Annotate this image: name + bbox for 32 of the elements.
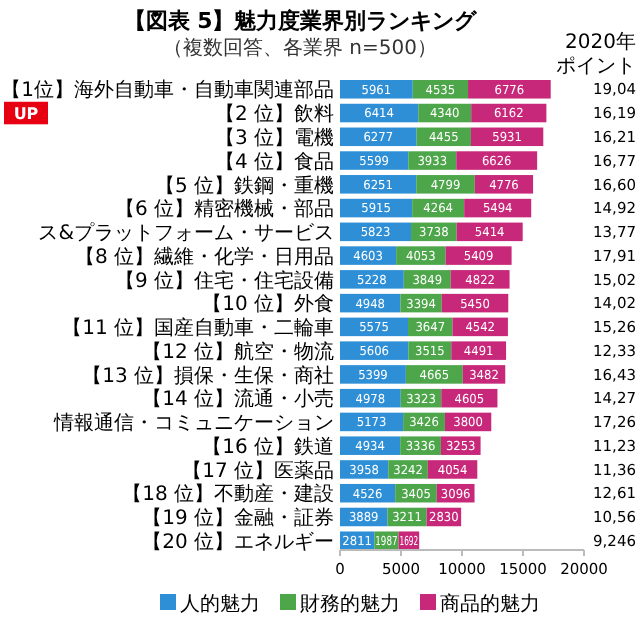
- text: ポイント: [556, 56, 636, 78]
- y-tick-label: ス&プラットフォーム・サービス: [38, 221, 334, 246]
- y-tick-label: 【8 位】繊維・化学・日用品: [74, 244, 334, 269]
- y-tick-label: 【13 位】損保・生保・商社: [82, 363, 334, 388]
- y-tick-label: 【10 位】外食: [202, 292, 334, 317]
- y-tick-label: 【6 位】精密機械・部品: [114, 197, 334, 222]
- y-tick-label: 【9 位】住宅・住宅設備: [114, 268, 334, 293]
- bar: [340, 80, 413, 99]
- y-tick-label: 【2 位】飲料: [214, 102, 334, 127]
- y-tick-label: 【20 位】エネルギー: [142, 529, 334, 554]
- y-tick-label: 【5 位】鉄鋼・重機: [154, 173, 334, 198]
- text: 2020年: [565, 30, 636, 54]
- y-tick-label: 【3 位】電機: [214, 125, 334, 150]
- legend-label: 人的魅力: [180, 592, 260, 616]
- chart-title: 【図表 5】魅力度業界別ランキング: [123, 8, 479, 34]
- y-tick-label: 【16 位】鉄道: [202, 434, 334, 459]
- y-tick-label: 【19 位】金融・証券: [142, 506, 334, 531]
- bar: [340, 175, 417, 194]
- chart-subtitle: （複数回答、各業界 n=500）: [163, 36, 437, 60]
- y-tick-label: 【11 位】国産自動車・二輪車: [62, 316, 334, 341]
- y-tick-label: 【12 位】航空・物流: [142, 339, 334, 364]
- bar: [456, 151, 538, 170]
- legend-label: 商品的魅力: [440, 592, 540, 616]
- y-tick-label: 情報通信・コミュニケーション: [52, 411, 334, 436]
- y-tick-label: 【17 位】医薬品: [182, 458, 334, 483]
- y-tick-label: 【14 位】流通・小売: [142, 387, 334, 412]
- bar: [468, 80, 551, 99]
- y-tick-label: 【1位】海外自動車・自動車関連部品: [1, 78, 334, 103]
- legend-label: 財務的魅力: [300, 592, 400, 616]
- text: UP: [13, 105, 39, 124]
- y-tick-label: 【18 位】不動産・建設: [122, 482, 334, 507]
- y-tick-label: 【4 位】食品: [214, 149, 334, 174]
